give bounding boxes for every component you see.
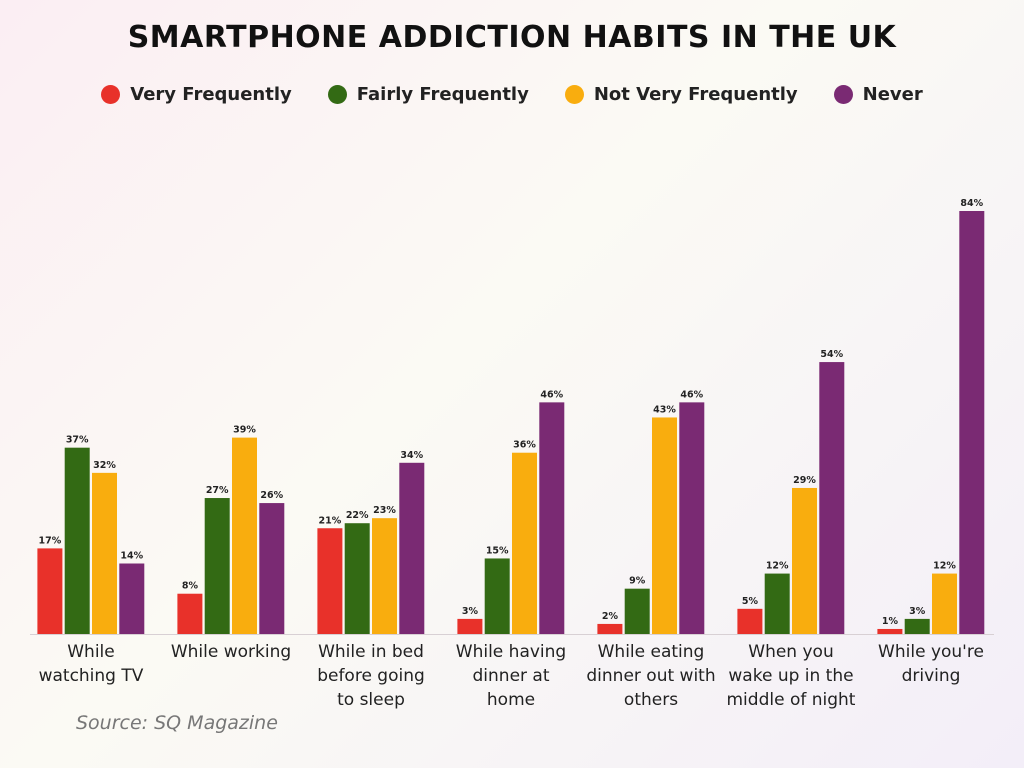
bar [119, 563, 145, 634]
bar [317, 528, 343, 634]
bar [512, 452, 537, 634]
bar [177, 593, 203, 634]
legend: Very Frequently Fairly Frequently Not Very… [0, 84, 1024, 105]
data-label: 2% [602, 611, 619, 622]
bar [904, 618, 930, 634]
bar [399, 462, 425, 634]
data-label: 34% [400, 450, 423, 461]
bar [679, 402, 705, 634]
legend-item: Very Frequently [101, 84, 292, 105]
data-label: 46% [540, 389, 563, 400]
chart-title: SMARTPHONE ADDICTION HABITS IN THE UK [127, 20, 897, 55]
x-tick-label: While watching TV [38, 642, 144, 686]
data-label: 29% [793, 475, 816, 486]
data-label: 43% [653, 404, 676, 415]
data-label: 37% [66, 435, 89, 446]
legend-label: Never [862, 84, 923, 105]
data-label: 5% [742, 596, 759, 607]
data-label: 17% [39, 535, 62, 546]
bar [624, 588, 650, 634]
legend-label: Not Very Frequently [593, 84, 798, 105]
data-label: 12% [766, 561, 789, 572]
x-tick-label: While you're driving [878, 642, 984, 686]
bar [259, 503, 285, 634]
legend-swatch [564, 85, 584, 104]
bar [92, 472, 117, 634]
bar [792, 487, 817, 634]
legend-label: Fairly Frequently [356, 84, 529, 105]
data-label: 36% [513, 440, 536, 451]
data-label: 3% [909, 606, 926, 617]
bar [344, 523, 370, 634]
bar [959, 211, 985, 634]
data-label: 23% [373, 505, 396, 516]
bar [737, 608, 763, 634]
legend-item: Never [833, 84, 923, 105]
data-label: 1% [882, 616, 899, 627]
bar [372, 518, 397, 634]
bar [204, 498, 230, 634]
bar [539, 402, 565, 634]
data-label: 32% [93, 460, 116, 471]
data-label: 3% [462, 606, 479, 617]
data-label: 9% [629, 576, 646, 587]
legend-item: Fairly Frequently [327, 84, 529, 105]
data-label: 8% [182, 581, 199, 592]
bar [64, 447, 90, 634]
bar [484, 558, 510, 634]
legend-swatch [327, 85, 347, 104]
x-tick-label: When you wake up in the middle of night [726, 642, 856, 710]
bar [764, 573, 790, 634]
data-label: 27% [206, 485, 229, 496]
legend-label: Very Frequently [130, 84, 292, 105]
source: Source: SQ Magazine [76, 712, 278, 734]
data-label: 39% [233, 425, 256, 436]
data-label: 12% [933, 561, 956, 572]
data-label: 21% [319, 515, 342, 526]
x-tick-label: While working [170, 642, 292, 662]
bar [457, 618, 483, 634]
legend-item: Not Very Frequently [564, 84, 798, 105]
x-tick-label: While eating dinner out with others [586, 642, 716, 710]
data-label: 54% [820, 349, 843, 360]
bar [37, 548, 63, 634]
data-label: 46% [680, 389, 703, 400]
bar [819, 362, 845, 634]
data-label: 15% [486, 545, 509, 556]
x-tick-label: While in bed before going to sleep [317, 642, 425, 710]
data-label: 26% [260, 490, 283, 501]
bar [932, 573, 957, 634]
bar [597, 623, 623, 634]
data-label: 84% [960, 198, 983, 209]
bar [652, 417, 677, 634]
bar [877, 628, 903, 634]
x-tick-label: While having dinner at home [455, 642, 567, 710]
data-label: 14% [120, 551, 143, 562]
bar [232, 437, 257, 634]
legend-swatch [101, 85, 121, 104]
data-label: 22% [346, 510, 369, 521]
legend-swatch [833, 85, 853, 104]
